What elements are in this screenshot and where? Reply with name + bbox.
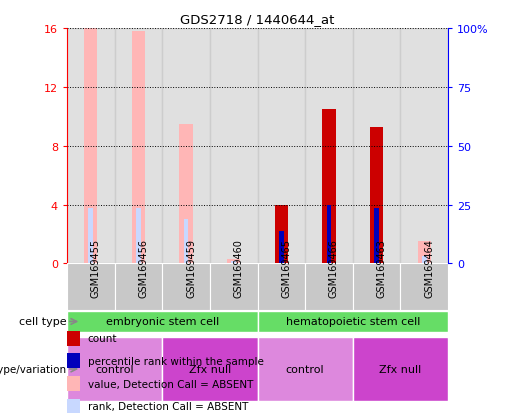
Bar (258, 337, 353, 401)
Bar (67, 29, 115, 264)
Bar (210, 264, 258, 310)
Bar (353, 264, 401, 310)
Bar (401, 264, 448, 310)
Bar (353, 29, 401, 264)
Text: rank, Detection Call = ABSENT: rank, Detection Call = ABSENT (88, 401, 248, 411)
Text: value, Detection Call = ABSENT: value, Detection Call = ABSENT (88, 379, 253, 389)
Text: GSM169459: GSM169459 (186, 238, 196, 297)
Text: GSM169463: GSM169463 (376, 238, 387, 297)
Text: cell type: cell type (20, 317, 67, 327)
Bar (258, 264, 305, 310)
Bar (305, 29, 353, 264)
Bar (162, 264, 210, 310)
Title: GDS2718 / 1440644_at: GDS2718 / 1440644_at (180, 13, 335, 26)
Bar (84, 29, 97, 264)
Text: Zfx null: Zfx null (188, 364, 231, 374)
Text: GSM169460: GSM169460 (234, 238, 244, 297)
Bar (401, 29, 448, 264)
Text: hematopoietic stem cell: hematopoietic stem cell (286, 317, 420, 327)
Bar (418, 242, 431, 264)
Text: GSM169456: GSM169456 (139, 238, 148, 297)
Bar (114, 29, 162, 264)
Bar (179, 124, 193, 264)
Text: percentile rank within the sample: percentile rank within the sample (88, 356, 264, 366)
Bar (258, 29, 305, 264)
Bar (422, 256, 426, 264)
Text: GSM169464: GSM169464 (424, 238, 434, 297)
Bar (274, 205, 288, 264)
Bar (114, 264, 162, 310)
Bar (374, 208, 379, 264)
Bar (322, 110, 336, 264)
Bar (279, 232, 284, 264)
Bar (136, 208, 141, 264)
Bar (353, 337, 448, 401)
Text: genotype/variation: genotype/variation (0, 364, 67, 374)
Bar (67, 311, 258, 332)
Text: GSM169465: GSM169465 (281, 238, 291, 297)
Text: embryonic stem cell: embryonic stem cell (106, 317, 219, 327)
Text: GSM169466: GSM169466 (329, 238, 339, 297)
Bar (162, 29, 210, 264)
Bar (210, 29, 258, 264)
Text: count: count (88, 333, 117, 343)
Bar (370, 127, 383, 264)
Bar (67, 337, 162, 401)
Bar (231, 261, 236, 264)
Bar (227, 259, 241, 264)
Text: Zfx null: Zfx null (379, 364, 422, 374)
Bar (305, 264, 353, 310)
Bar (67, 264, 115, 310)
Text: GSM169455: GSM169455 (91, 238, 101, 297)
Bar (162, 337, 258, 401)
Bar (89, 208, 93, 264)
Bar (184, 220, 188, 264)
Bar (258, 311, 448, 332)
Bar (327, 205, 331, 264)
Text: control: control (286, 364, 324, 374)
Text: control: control (95, 364, 134, 374)
Bar (132, 32, 145, 264)
